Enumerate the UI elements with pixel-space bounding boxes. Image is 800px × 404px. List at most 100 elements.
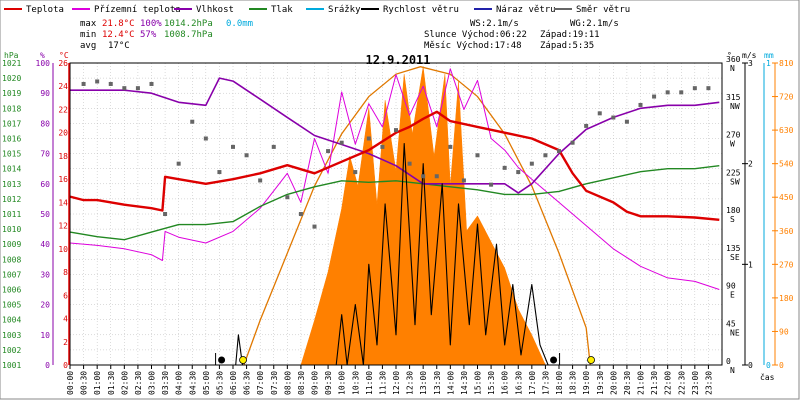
stat-ws: WS:2.1m/s [470, 19, 519, 29]
legend-label-rychlost: Rychlost větru [383, 5, 459, 15]
wind-direction-point [149, 81, 154, 86]
x-tick-label: 03:00 [148, 371, 157, 395]
solar-tick-label: 360 [779, 227, 794, 236]
hpa-tick-label: 1018 [2, 104, 21, 113]
hpa-tick-label: 1009 [2, 240, 21, 249]
pressure-line [69, 165, 720, 241]
x-tick-label: 18:00 [555, 371, 564, 395]
temp-tick-label: 6 [63, 291, 68, 300]
unit-pct: % [40, 51, 45, 60]
unit-dir: ° [727, 51, 732, 60]
hpa-tick-label: 1010 [2, 225, 21, 234]
stat-min-press: 1008.7hPa [164, 30, 213, 40]
legend-label-teplota: Teplota [26, 5, 64, 15]
hpa-tick-label: 1002 [2, 346, 21, 355]
unit-rain: mm [764, 51, 774, 60]
x-tick-label: 08:30 [297, 371, 306, 395]
x-tick-label: 21:00 [637, 371, 646, 395]
hpa-tick-label: 1005 [2, 301, 21, 310]
x-tick-label: 16:00 [501, 371, 510, 395]
wind-direction-point [163, 212, 168, 216]
dir-tick-label: 0 [726, 357, 731, 366]
x-tick-label: 00:30 [80, 371, 89, 395]
wind-tick-label: 0 [748, 361, 753, 370]
wind-direction-point [679, 90, 684, 95]
legend-label-smer: Směr větru [576, 5, 630, 15]
x-tick-label: 13:30 [433, 371, 442, 395]
x-tick-label: 15:30 [487, 371, 496, 395]
ground-temperature-line [69, 68, 720, 290]
dir-tick-label: 180 [726, 206, 741, 215]
wind-direction-point [448, 144, 453, 149]
x-tick-label: 19:30 [596, 371, 605, 395]
pct-tick-label: 50 [40, 210, 50, 219]
temp-tick-label: 18 [58, 152, 68, 161]
sun-moon-markers [215, 353, 595, 365]
humidity-line [70, 77, 720, 194]
legend-label-prizemni: Přízemní teplota [94, 5, 181, 15]
solar-tick-label: 0 [779, 361, 784, 370]
wind-direction-point [692, 86, 697, 91]
x-tick-label: 02:30 [134, 371, 143, 395]
hpa-tick-label: 1004 [2, 316, 21, 325]
stat-min-hum: 57% [140, 30, 157, 40]
stat-moon-set: Západ:5:35 [540, 41, 594, 51]
legend-label-naraz: Náraz větru [496, 5, 556, 15]
solar-tick-label: 810 [779, 59, 794, 68]
wind-direction-point [570, 140, 575, 145]
wind-direction-point [339, 140, 344, 145]
dir-tick-label: 45 [726, 319, 736, 328]
x-tick-label: 18:30 [569, 371, 578, 395]
hpa-tick-label: 1021 [2, 59, 21, 68]
temp-tick-label: 24 [58, 82, 68, 91]
x-tick-label: 09:00 [311, 371, 320, 395]
x-tick-label: 10:00 [338, 371, 347, 395]
rain-tick-label: 0 [766, 361, 771, 370]
dir-compass-label: SW [730, 177, 740, 186]
legend-label-vlhkost: Vlhkost [196, 5, 234, 15]
hpa-tick-label: 1006 [2, 286, 21, 295]
wind-direction-point [312, 224, 317, 229]
pct-tick-label: 100 [36, 59, 51, 68]
hpa-tick-label: 1007 [2, 270, 21, 279]
legend: Teplota Přízemní teplota Vlhkost Tlak Srážky… [4, 5, 630, 15]
x-tick-label: 14:30 [460, 371, 469, 395]
temp-tick-label: 10 [58, 245, 68, 254]
pct-tick-label: 80 [40, 119, 50, 128]
temp-tick-label: 2 [63, 338, 68, 347]
dir-compass-label: NW [730, 102, 740, 111]
hpa-tick-label: 1013 [2, 180, 21, 189]
x-tick-label: 04:30 [188, 371, 197, 395]
dir-compass-label: E [730, 291, 735, 300]
temp-tick-label: 20 [58, 129, 68, 138]
x-tick-label: 17:30 [541, 371, 550, 395]
dir-compass-label: SE [730, 253, 740, 262]
temp-tick-label: 0 [63, 361, 68, 370]
wind-direction-point [217, 170, 222, 175]
x-tick-label: 03:30 [161, 371, 170, 395]
chart-title: 12.9.2011 [365, 53, 430, 67]
wind-direction-point [407, 161, 412, 166]
wind-direction-point [176, 161, 181, 166]
pct-tick-label: 40 [40, 240, 50, 249]
temp-tick-label: 22 [58, 105, 68, 114]
solar-envelope-line [243, 66, 591, 366]
wind-direction-point [380, 144, 385, 149]
stat-min-temp: 12.4°C [102, 30, 135, 40]
x-tick-label: 23:00 [691, 371, 700, 395]
solar-tick-label: 90 [779, 327, 789, 336]
x-tick-label: 07:30 [270, 371, 279, 395]
solar-tick-label: 720 [779, 93, 794, 102]
legend-label-tlak: Tlak [271, 5, 293, 15]
hpa-tick-label: 1012 [2, 195, 21, 204]
dir-compass-label: S [730, 215, 735, 224]
legend-label-srazky: Srážky [328, 5, 361, 15]
wind-direction-point [271, 144, 276, 149]
x-tick-label: 21:30 [650, 371, 659, 395]
wind-direction-point [584, 123, 589, 128]
series-lines [69, 68, 722, 366]
dir-tick-label: 135 [726, 244, 741, 253]
rain-tick-label: 1 [766, 59, 771, 68]
wind-direction-point [611, 115, 616, 120]
dir-tick-label: 360 [726, 55, 741, 64]
